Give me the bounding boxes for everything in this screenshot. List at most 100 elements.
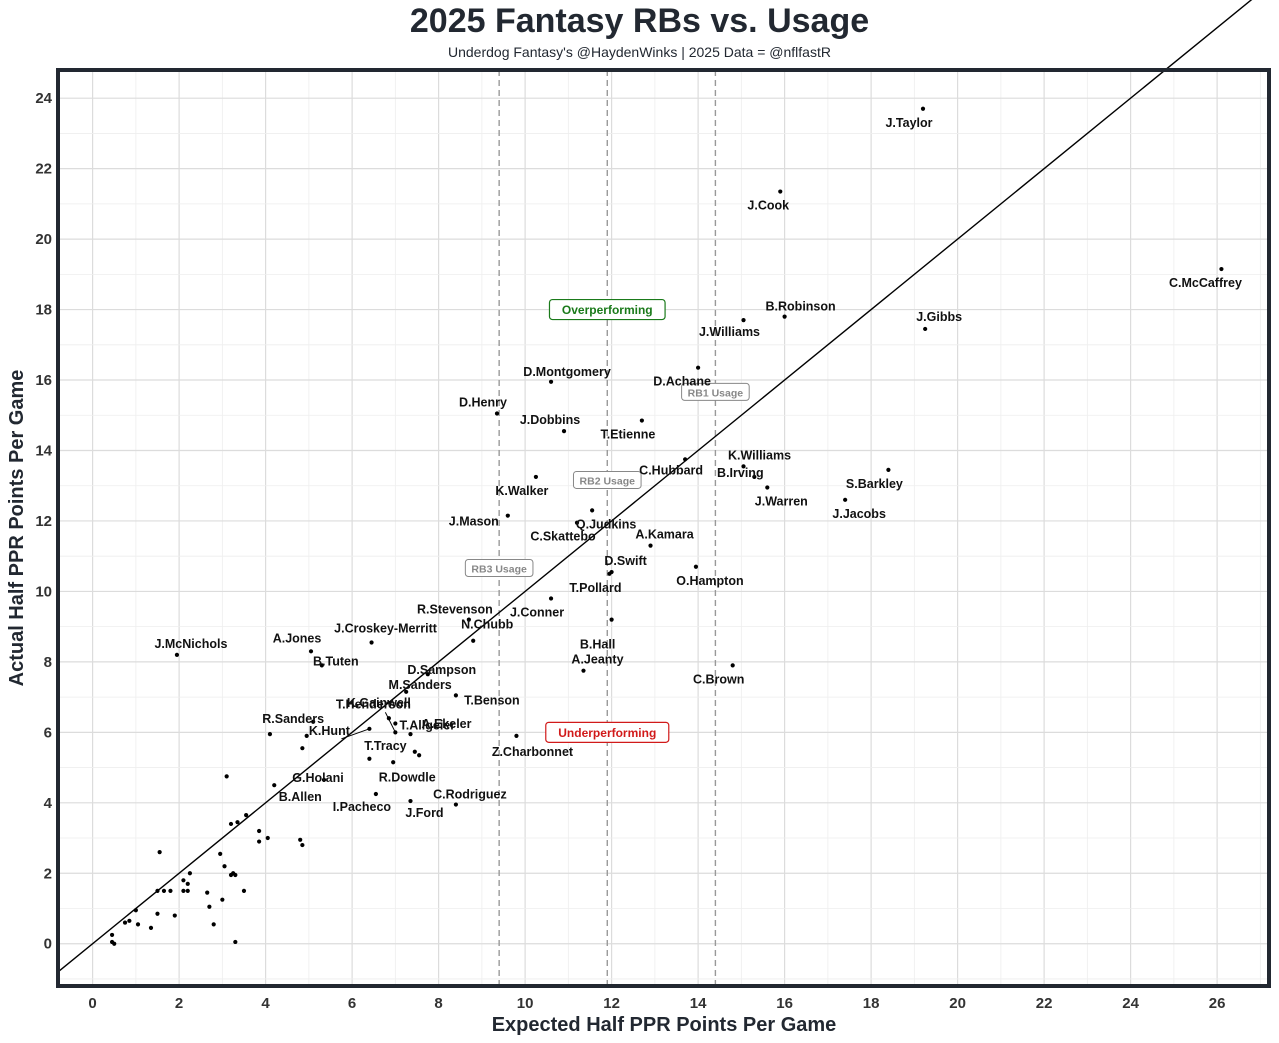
data-point (181, 878, 186, 883)
data-point (272, 783, 277, 788)
point-label: S.Barkley (846, 477, 903, 491)
annotation-box (548, 298, 666, 321)
data-point (211, 922, 216, 927)
data-point (148, 925, 154, 930)
annotation-label: Overperforming (562, 303, 653, 317)
y-tick-label: 10 (35, 583, 52, 600)
data-point (693, 564, 699, 569)
data-point (267, 732, 273, 737)
point-label: J.Croskey-Merritt (334, 622, 438, 636)
point-label: T.Tracy (364, 739, 406, 753)
point-label: A.Ekeler (421, 717, 471, 731)
data-point (220, 897, 225, 902)
x-tick-label: 14 (690, 995, 707, 1012)
data-point (574, 520, 580, 525)
data-point (205, 890, 210, 895)
point-label: J.Ford (405, 806, 443, 820)
point-label: B.Tuten (313, 654, 359, 668)
data-point (174, 652, 180, 657)
data-point (778, 189, 783, 194)
data-point (408, 798, 413, 804)
point-label: C.Hubbard (639, 463, 703, 477)
data-point (561, 429, 567, 434)
data-point (514, 733, 519, 738)
data-point (920, 106, 926, 111)
chart-subtitle: Underdog Fantasy's @HaydenWinks | 2025 D… (448, 44, 831, 60)
data-point (185, 888, 190, 893)
data-point (155, 888, 160, 893)
data-point (172, 913, 177, 918)
data-point (112, 941, 117, 946)
usage-threshold-label: RB3 Usage (471, 564, 527, 576)
point-label: J.McNichols (154, 637, 227, 651)
data-point (235, 820, 240, 825)
data-point (471, 638, 476, 643)
point-label: J.Cook (747, 199, 789, 213)
point-label: T.Etienne (600, 428, 655, 442)
data-point (590, 508, 595, 513)
point-label: D.Sampson (407, 663, 476, 677)
point-label: T.Henderson (336, 697, 411, 711)
y-tick-label: 16 (35, 372, 52, 389)
point-label: D.Montgomery (523, 365, 611, 379)
data-point (782, 314, 787, 319)
y-tick-label: 24 (35, 90, 52, 107)
point-label: N.Chubb (461, 618, 513, 632)
point-label: J.Conner (510, 605, 564, 619)
reference-line (57, 0, 1253, 973)
usage-label-box (464, 559, 534, 578)
y-tick-label: 18 (35, 302, 52, 319)
data-point (127, 918, 132, 923)
data-point (609, 617, 614, 622)
data-point (494, 411, 500, 416)
data-point (391, 760, 396, 765)
data-point (228, 821, 234, 827)
x-tick-label: 10 (517, 995, 534, 1012)
point-label: B.Robinson (766, 300, 836, 314)
point-label: A.Jones (273, 631, 322, 645)
data-point (187, 871, 193, 876)
x-tick-label: 16 (776, 995, 793, 1012)
y-tick-label: 0 (44, 936, 52, 953)
data-point (155, 911, 160, 916)
x-tick-label: 4 (261, 995, 270, 1012)
x-tick-label: 12 (603, 995, 620, 1012)
data-point (300, 842, 305, 848)
y-tick-label: 22 (35, 161, 52, 178)
data-point (224, 774, 229, 779)
data-point (304, 733, 309, 738)
point-labels: J.Taylor J.Cook C.McCaffrey B.Robinson J.Wil… (154, 116, 1241, 820)
data-point (393, 730, 398, 735)
label-leader-line (341, 728, 370, 740)
point-label: K.Gainwell (347, 696, 411, 710)
point-label: D.Henry (459, 396, 507, 410)
annotation-box (545, 721, 670, 743)
data-point (741, 464, 746, 469)
usage-threshold-label: RB1 Usage (688, 387, 744, 399)
point-label: A.Kamara (635, 528, 694, 542)
data-point (417, 753, 422, 758)
point-label: M.Sanders (389, 678, 452, 692)
x-tick-label: 20 (949, 995, 966, 1012)
y-tick-label: 2 (44, 865, 52, 882)
data-point (730, 663, 735, 668)
point-label: T.Allgeier (400, 719, 456, 733)
data-point (257, 839, 262, 844)
data-point (648, 543, 653, 548)
data-point (466, 617, 471, 622)
data-point (923, 326, 928, 332)
data-point (300, 746, 305, 751)
data-point (308, 649, 314, 654)
point-label: C.Brown (693, 672, 744, 686)
data-point (185, 881, 190, 886)
data-point (241, 888, 247, 893)
data-point (741, 318, 746, 323)
data-point (393, 721, 398, 726)
x-tick-label: 24 (1122, 995, 1139, 1012)
data-point (233, 939, 238, 945)
point-label: O.Hampton (676, 574, 743, 588)
data-point (533, 474, 539, 480)
x-tick-label: 26 (1209, 995, 1226, 1012)
point-label: B.Irving (717, 466, 764, 480)
point-label: J.Mason (449, 515, 499, 529)
